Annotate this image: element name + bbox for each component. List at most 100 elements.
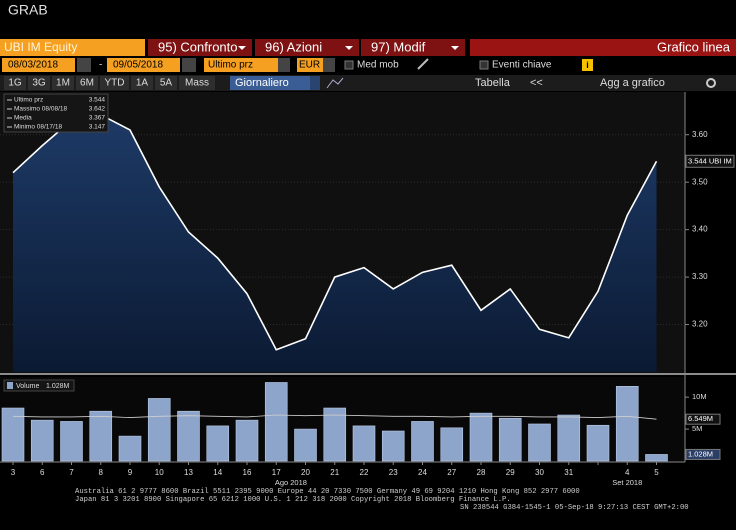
x-tick-label: 10 <box>155 468 164 477</box>
period[interactable]: YTD <box>105 78 125 89</box>
x-tick-label: 6 <box>40 468 45 477</box>
end-date-box[interactable] <box>107 58 180 72</box>
volume-bar <box>645 454 668 462</box>
dropdown-arrow[interactable] <box>451 46 459 50</box>
x-tick-label: 9 <box>128 468 133 477</box>
period-box[interactable] <box>100 76 129 90</box>
back-button[interactable]: << <box>530 77 543 89</box>
menu[interactable]: 96) Azioni <box>265 39 322 54</box>
option[interactable]: Eventi chiave <box>492 60 552 71</box>
dropdown-arrow[interactable] <box>345 46 353 50</box>
period-box[interactable] <box>4 76 26 90</box>
volume-bar <box>586 424 610 462</box>
period[interactable]: 1A <box>136 78 149 89</box>
frequency-box[interactable] <box>230 76 320 90</box>
security-box[interactable] <box>0 39 145 56</box>
volume-bar <box>440 427 464 462</box>
volume-bar <box>411 421 434 462</box>
volume-bar <box>469 412 493 462</box>
volume-bar <box>323 407 347 462</box>
x-tick-label: 4 <box>625 468 630 477</box>
info-glyph[interactable]: i <box>586 60 589 70</box>
period-box[interactable] <box>76 76 98 90</box>
y-tick-label: 3.60 <box>692 130 708 139</box>
window-title: GRAB <box>8 2 48 18</box>
period[interactable]: 6M <box>80 78 94 89</box>
field-box[interactable] <box>204 58 290 72</box>
y-tick-label: 3.20 <box>692 320 708 329</box>
volume-last-label: 1.028M <box>688 449 713 458</box>
x-tick-label: 3 <box>11 468 16 477</box>
period-box[interactable] <box>52 76 74 90</box>
legend-value: 3.367 <box>89 115 106 122</box>
menu[interactable]: 95) Confronto <box>158 39 238 54</box>
dropdown-arrow[interactable] <box>238 46 246 50</box>
x-tick-label: 31 <box>564 468 573 477</box>
end-date[interactable]: 09/05/2018 <box>113 60 163 71</box>
volume-bar <box>235 419 259 462</box>
volume-bar <box>147 398 171 462</box>
dropdown[interactable] <box>323 58 335 72</box>
chart-type[interactable]: Grafico linea <box>657 39 731 54</box>
x-group-label: Set 2018 <box>612 478 642 487</box>
menu-box[interactable] <box>361 39 465 56</box>
period-box[interactable] <box>28 76 50 90</box>
volume-bar <box>498 417 522 462</box>
checkbox[interactable] <box>344 60 354 70</box>
x-tick-label: 21 <box>330 468 339 477</box>
dropdown[interactable] <box>310 76 320 90</box>
period[interactable]: 3G <box>32 78 46 89</box>
calendar-icon[interactable] <box>182 58 196 72</box>
option[interactable]: Med mob <box>357 60 399 71</box>
start-date[interactable]: 08/03/2018 <box>8 60 58 71</box>
period-box[interactable] <box>155 76 177 90</box>
volume-bar <box>1 407 25 462</box>
date-separator: - <box>99 60 102 71</box>
period[interactable]: 1G <box>8 78 22 89</box>
menu[interactable]: 97) Modif <box>371 39 426 54</box>
volume-bar <box>294 428 317 462</box>
x-tick-label: 13 <box>184 468 193 477</box>
line-icon[interactable] <box>326 77 344 89</box>
menu-box[interactable] <box>255 39 359 56</box>
currency[interactable]: EUR <box>299 60 320 71</box>
legend-label: Massimo 08/08/18 <box>14 106 67 113</box>
add-button[interactable]: Agg a grafico <box>600 77 665 89</box>
period[interactable]: Mass <box>185 78 209 89</box>
legend-swatch <box>7 382 13 389</box>
volume-bar <box>615 385 639 462</box>
x-tick-label: 5 <box>654 468 659 477</box>
table-button[interactable]: Tabella <box>475 77 511 89</box>
settings-icon[interactable] <box>706 78 716 88</box>
x-tick-label: 23 <box>389 468 398 477</box>
volume-bar <box>557 414 581 462</box>
field[interactable]: Ultimo prz <box>208 60 253 71</box>
period[interactable]: 5A <box>160 78 173 89</box>
legend-label: Volume <box>16 383 39 390</box>
checkbox[interactable] <box>479 60 489 70</box>
x-tick-label: 24 <box>418 468 427 477</box>
legend-value: 3.147 <box>89 124 106 131</box>
y-tick-label: 5M <box>692 424 702 433</box>
start-date-box[interactable] <box>2 58 75 72</box>
period-box[interactable] <box>131 76 153 90</box>
security[interactable]: UBI IM Equity <box>4 40 77 54</box>
legend-box <box>3 379 75 392</box>
x-tick-label: 17 <box>272 468 281 477</box>
x-tick-label: 20 <box>301 468 310 477</box>
footer-line: SN 238544 G384-1545-1 05-Sep-18 9:27:13 … <box>460 504 689 512</box>
x-tick-label: 28 <box>477 468 486 477</box>
dropdown[interactable] <box>278 58 290 72</box>
frequency[interactable]: Giornaliero <box>235 77 289 89</box>
calendar-icon[interactable] <box>77 58 91 72</box>
moving-average <box>12 414 657 420</box>
chart-type-bar[interactable] <box>470 39 736 56</box>
menu-box[interactable] <box>148 39 252 56</box>
pen-icon[interactable] <box>417 58 429 70</box>
period-box[interactable] <box>179 76 215 90</box>
ma-label: 6.549M <box>688 414 713 423</box>
last-price-label: 3.544 UBI IM <box>688 156 732 165</box>
period[interactable]: 1M <box>56 78 70 89</box>
info-icon[interactable] <box>582 59 593 71</box>
